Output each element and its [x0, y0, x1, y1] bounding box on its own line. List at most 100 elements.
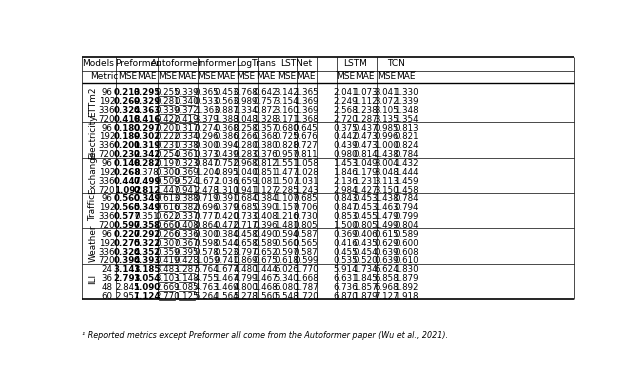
- Text: 6.736: 6.736: [333, 283, 358, 292]
- Text: 0.339: 0.339: [155, 106, 180, 115]
- Text: 0.717: 0.717: [234, 221, 258, 230]
- Text: 0.369: 0.369: [333, 230, 358, 239]
- Text: 3.113: 3.113: [374, 177, 399, 186]
- Text: 0.799: 0.799: [394, 212, 419, 221]
- Text: Weather: Weather: [88, 225, 97, 262]
- Text: 0.375: 0.375: [333, 124, 358, 133]
- Text: 4.763: 4.763: [195, 283, 220, 292]
- Text: 5.548: 5.548: [274, 292, 299, 301]
- Text: 0.509: 0.509: [155, 177, 180, 186]
- Text: 0.989: 0.989: [234, 97, 258, 106]
- Text: 0.368: 0.368: [253, 133, 278, 142]
- Text: MAE: MAE: [216, 72, 236, 82]
- Text: 6.026: 6.026: [274, 265, 299, 274]
- Text: 0.805: 0.805: [353, 221, 378, 230]
- Text: 0.642: 0.642: [253, 88, 278, 97]
- Text: 0.295: 0.295: [133, 88, 161, 97]
- Text: MAE: MAE: [177, 72, 196, 82]
- Text: 1.330: 1.330: [394, 88, 419, 97]
- Text: TCN: TCN: [387, 59, 405, 68]
- Text: 0.869: 0.869: [234, 257, 258, 266]
- Text: 96: 96: [101, 230, 112, 239]
- Text: 0.968: 0.968: [234, 159, 258, 168]
- Text: 1.148: 1.148: [174, 274, 199, 283]
- Text: Autoformer: Autoformer: [151, 59, 203, 68]
- Text: 0.197: 0.197: [155, 159, 180, 168]
- Text: 4.755: 4.755: [195, 274, 220, 283]
- Text: ¹ Reported metrics except Preformer all come from the Autoformer paper (Wu et al: ¹ Reported metrics except Preformer all …: [82, 331, 448, 340]
- Text: 1.677: 1.677: [214, 265, 239, 274]
- Text: 0.394: 0.394: [114, 257, 141, 266]
- Text: 192: 192: [99, 203, 115, 212]
- Text: 0.523: 0.523: [214, 248, 239, 257]
- Text: 0.794: 0.794: [394, 203, 419, 212]
- Text: 1.879: 1.879: [394, 274, 419, 283]
- Text: 336: 336: [99, 106, 115, 115]
- Text: 192: 192: [99, 133, 115, 142]
- Text: 0.828: 0.828: [274, 141, 299, 150]
- Text: 1.348: 1.348: [394, 106, 419, 115]
- Text: MSE: MSE: [377, 72, 396, 82]
- Text: 0.684: 0.684: [234, 195, 258, 204]
- Text: 0.232: 0.232: [114, 150, 141, 159]
- Text: 0.613: 0.613: [155, 195, 180, 204]
- Text: 1.787: 1.787: [294, 283, 319, 292]
- Text: 1.363: 1.363: [195, 106, 220, 115]
- Text: 0.864: 0.864: [195, 221, 220, 230]
- Text: 0.376: 0.376: [253, 150, 278, 159]
- Text: 1.368: 1.368: [294, 115, 319, 124]
- Text: 0.180: 0.180: [114, 124, 141, 133]
- Text: 0.847: 0.847: [333, 203, 358, 212]
- Text: 3.048: 3.048: [374, 168, 399, 177]
- Text: 1.185: 1.185: [133, 265, 161, 274]
- Text: 3.048: 3.048: [234, 115, 258, 124]
- Text: MAE: MAE: [397, 72, 416, 82]
- Text: 1.059: 1.059: [195, 257, 220, 266]
- Text: 1.107: 1.107: [274, 195, 299, 204]
- Text: 0.811: 0.811: [294, 150, 319, 159]
- Text: 0.258: 0.258: [234, 124, 258, 133]
- Text: 1.830: 1.830: [394, 265, 419, 274]
- Text: 2.770: 2.770: [155, 292, 180, 301]
- Text: 0.652: 0.652: [253, 248, 278, 257]
- Text: 0.676: 0.676: [294, 133, 319, 142]
- Text: 0.957: 0.957: [274, 150, 299, 159]
- Text: 1.238: 1.238: [353, 106, 378, 115]
- Text: 1.124: 1.124: [133, 292, 161, 301]
- Text: 0.594: 0.594: [274, 230, 299, 239]
- Text: 0.853: 0.853: [333, 212, 358, 221]
- Text: 0.254: 0.254: [155, 150, 180, 159]
- Text: 0.741: 0.741: [214, 257, 239, 266]
- Text: 5.340: 5.340: [274, 274, 299, 283]
- Text: 1.467: 1.467: [253, 274, 278, 283]
- Text: 96: 96: [101, 195, 112, 204]
- Text: 720: 720: [99, 150, 115, 159]
- Text: 0.535: 0.535: [333, 257, 358, 266]
- Text: 0.490: 0.490: [253, 230, 278, 239]
- Text: 0.416: 0.416: [133, 115, 161, 124]
- Text: 3.483: 3.483: [155, 265, 180, 274]
- Text: 0.382: 0.382: [174, 203, 199, 212]
- Text: MAE: MAE: [296, 72, 316, 82]
- Text: 0.797: 0.797: [234, 248, 258, 257]
- Text: 1.560: 1.560: [253, 292, 278, 301]
- Text: 0.851: 0.851: [253, 168, 278, 177]
- Text: 3.150: 3.150: [374, 186, 399, 195]
- Text: 0.520: 0.520: [353, 257, 378, 266]
- Text: 3.143: 3.143: [114, 265, 141, 274]
- Text: 0.821: 0.821: [394, 133, 419, 142]
- Text: 0.804: 0.804: [394, 221, 419, 230]
- Text: 1.468: 1.468: [253, 283, 278, 292]
- Text: 0.435: 0.435: [353, 239, 378, 248]
- Text: 1.031: 1.031: [294, 177, 319, 186]
- Text: 0.499: 0.499: [133, 177, 161, 186]
- Text: Models: Models: [83, 59, 115, 68]
- Text: 0.369: 0.369: [174, 168, 199, 177]
- Text: 336: 336: [99, 248, 115, 257]
- Text: 0.597: 0.597: [114, 221, 141, 230]
- Text: 0.363: 0.363: [133, 106, 161, 115]
- Text: 0.616: 0.616: [155, 203, 180, 212]
- Text: 0.384: 0.384: [253, 195, 278, 204]
- Text: 0.733: 0.733: [234, 212, 258, 221]
- Text: 0.338: 0.338: [174, 141, 199, 150]
